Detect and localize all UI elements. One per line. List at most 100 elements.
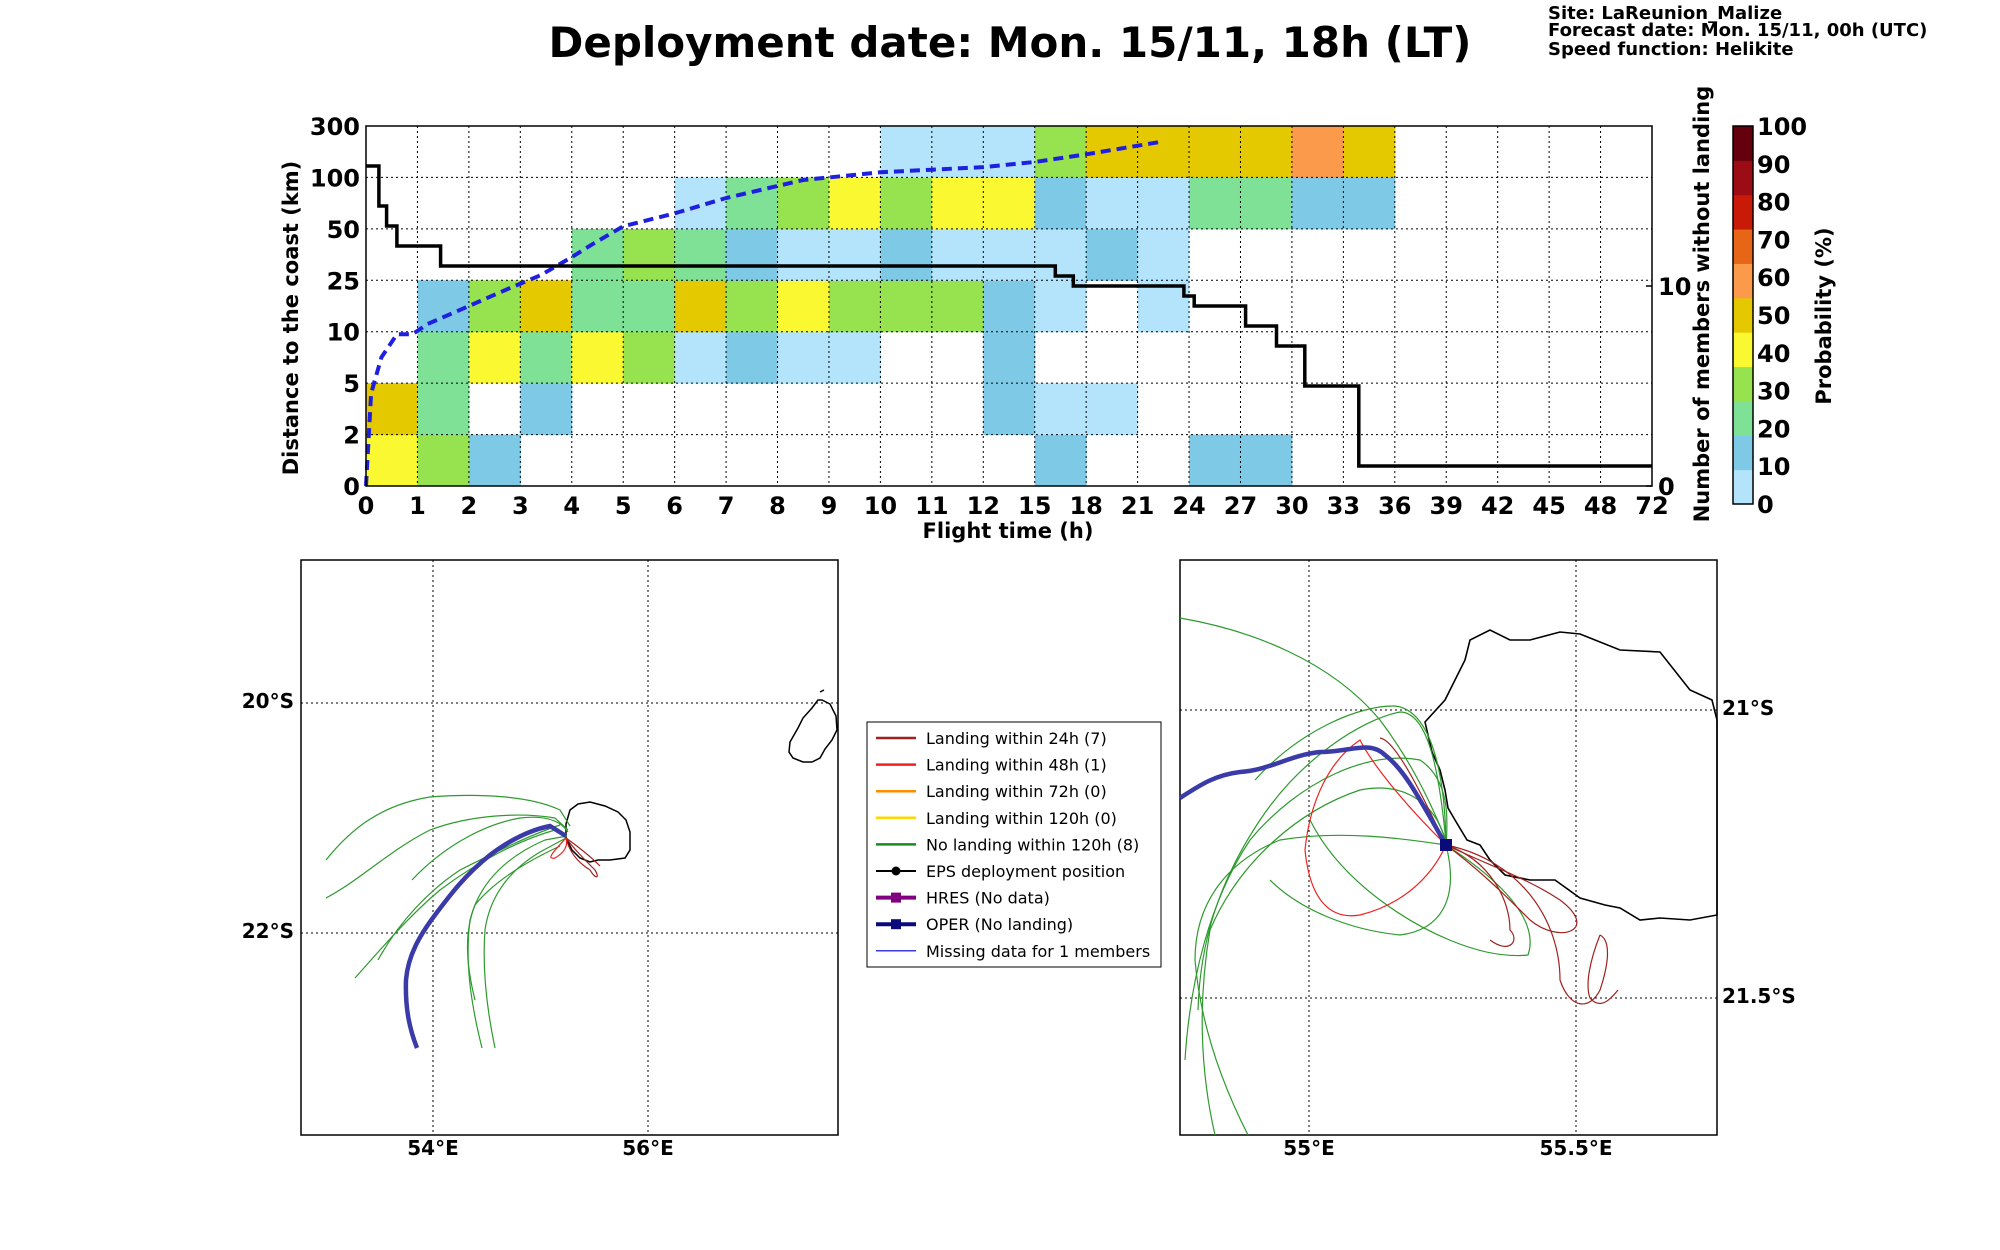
- left-lon-tick-54: 54°E: [407, 1136, 459, 1160]
- heatmap-cell-64: [1189, 126, 1241, 178]
- heatmap-cell-15: [623, 331, 676, 384]
- heatmap-cell-6: [468, 434, 521, 487]
- x-tick-42: 42: [1481, 492, 1514, 520]
- legend-item-8: Missing data for 1 members: [876, 942, 1150, 961]
- colorbar-label: Probability (%): [1812, 227, 1836, 404]
- legend-item-4: No landing within 120h (8): [876, 835, 1139, 854]
- heatmap-cell-32: [828, 228, 881, 281]
- x-tick-15: 15: [1018, 492, 1051, 520]
- colorbar-tick-70: 70: [1757, 226, 1790, 254]
- colorbar-tick-10: 10: [1757, 453, 1790, 481]
- x-tick-39: 39: [1430, 492, 1463, 520]
- colorbar-swatch-7: [1733, 229, 1753, 264]
- colorbar-tick-90: 90: [1757, 151, 1790, 179]
- legend-label-7: OPER (No landing): [926, 915, 1073, 934]
- heatmap-cell-60: [1137, 177, 1190, 230]
- heatmap-cell-39: [931, 228, 984, 281]
- y2-tick-0: 0: [1658, 473, 1675, 501]
- colorbar-swatch-0: [1733, 469, 1753, 505]
- x-tick-10: 10: [864, 492, 897, 520]
- legend-item-3: Landing within 120h (0): [876, 809, 1117, 828]
- heatmap-cell-67: [1240, 126, 1293, 178]
- y-tick-100: 100: [310, 164, 360, 192]
- x-tick-6: 6: [666, 492, 683, 520]
- colorbar-tick-0: 0: [1757, 491, 1774, 519]
- heatmap-cell-45: [983, 228, 1036, 281]
- y2-tick-10: 10: [1658, 273, 1691, 301]
- colorbar-swatch-5: [1733, 297, 1753, 333]
- heatmap-cell-36: [880, 177, 933, 230]
- heatmap-cell-23: [726, 280, 779, 333]
- heatmap-cell-37: [880, 126, 933, 178]
- y-tick-2: 2: [343, 422, 360, 450]
- colorbar-tick-30: 30: [1757, 378, 1790, 406]
- left-lat-tick-20: 20°S: [242, 689, 294, 713]
- legend-item-7: OPER (No landing): [876, 915, 1073, 934]
- colorbar-tick-60: 60: [1757, 264, 1790, 292]
- heatmap-cell-12: [571, 331, 624, 384]
- heatmap-cell-29: [777, 177, 830, 230]
- heatmap-cell-2: [417, 434, 470, 487]
- heatmap-cell-56: [1086, 177, 1139, 230]
- forecast-info: Forecast date: Mon. 15/11, 00h (UTC): [1548, 20, 1927, 41]
- heatmap-cell-54: [1086, 383, 1139, 436]
- heatmap-cell-49: [1034, 383, 1087, 436]
- heatmap-cell-42: [983, 383, 1036, 436]
- colorbar-tick-40: 40: [1757, 340, 1790, 368]
- heatmap-cell-21: [674, 177, 727, 230]
- heatmap-cell-25: [726, 177, 779, 230]
- left-lon-tick-56: 56°E: [622, 1136, 674, 1160]
- y-tick-300: 300: [310, 113, 360, 141]
- reunion-coastline-right: [1424, 629, 1718, 921]
- heatmap-cell-68: [1291, 177, 1344, 230]
- site-info: Site: LaReunion_Malize: [1548, 3, 1782, 24]
- heatmap-cell-52: [1034, 177, 1087, 230]
- x-tick-30: 30: [1275, 492, 1308, 520]
- x-tick-3: 3: [512, 492, 529, 520]
- heatmap-cell-41: [931, 126, 984, 178]
- heatmap-cell-19: [674, 280, 727, 333]
- heatmap-cell-1: [366, 383, 418, 436]
- heatmap-cell-48: [1034, 434, 1087, 487]
- x-tick-12: 12: [967, 492, 1000, 520]
- x-tick-21: 21: [1121, 492, 1154, 520]
- y-tick-50: 50: [327, 216, 360, 244]
- oper-deployment-marker: [1440, 839, 1452, 851]
- heatmap-cell-14: [571, 228, 624, 281]
- y-axis-label: Distance to the coast (km): [279, 161, 303, 476]
- colorbar-swatch-1: [1733, 435, 1753, 471]
- heatmap-cell-3: [417, 383, 470, 436]
- x-tick-18: 18: [1069, 492, 1102, 520]
- x-tick-33: 33: [1327, 492, 1360, 520]
- oper-track-left: [403, 823, 568, 1049]
- legend: Landing within 24h (7) Landing within 48h…: [866, 721, 1162, 968]
- right-lat-tick-21: 21°S: [1722, 696, 1774, 720]
- colorbar-tick-50: 50: [1757, 302, 1790, 330]
- map-right: [1178, 559, 1718, 1136]
- heatmap-cell-62: [1189, 434, 1241, 487]
- heatmap-cell-27: [777, 280, 830, 333]
- heatmap-cell-50: [1034, 280, 1087, 333]
- x-tick-48: 48: [1584, 492, 1617, 520]
- heatmap-cell-5: [417, 280, 470, 333]
- y-tick-25: 25: [327, 267, 360, 295]
- map-left-ticks: 54°E 56°E 20°S 22°S: [242, 689, 674, 1160]
- y2-axis-label: Number of members without landing: [1690, 86, 1714, 523]
- heatmap-cell-44: [983, 280, 1036, 333]
- heatmap-cell-43: [983, 331, 1036, 384]
- y-tick-10: 10: [327, 319, 360, 347]
- heatmap-cell-18: [674, 331, 727, 384]
- heatmap-cell-57: [1086, 126, 1139, 178]
- heatmap-cell-61: [1137, 126, 1190, 178]
- heatmap-cell-4: [417, 331, 470, 384]
- heatmap-cell-47: [983, 126, 1036, 178]
- x-tick-4: 4: [563, 492, 580, 520]
- x-tick-11: 11: [915, 492, 948, 520]
- heatmap-cell-71: [1343, 126, 1396, 178]
- x-tick-72: 72: [1635, 492, 1668, 520]
- right-lon-tick-55: 55°E: [1283, 1136, 1335, 1160]
- heatmap-cell-30: [828, 331, 881, 384]
- x-tick-0: 0: [358, 492, 375, 520]
- legend-label-0: Landing within 24h (7): [926, 729, 1107, 748]
